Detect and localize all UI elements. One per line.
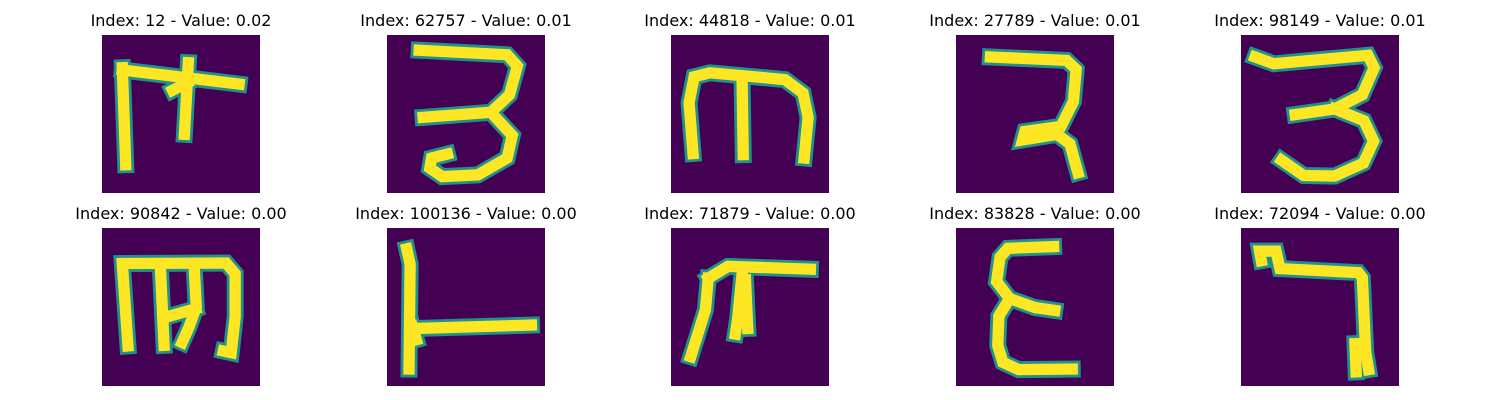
handwritten-glyph-4 (1244, 46, 1384, 185)
image-panel-9 (1241, 228, 1399, 386)
panel-title-2: Index: 44818 - Value: 0.01 (644, 11, 856, 30)
panel-title-8: Index: 83828 - Value: 0.00 (929, 204, 1141, 223)
image-panel-3 (956, 35, 1114, 193)
panel-title-3: Index: 27789 - Value: 0.01 (929, 11, 1141, 30)
handwritten-glyph-2 (680, 64, 817, 168)
image-panel-4 (1241, 35, 1399, 193)
panel-title-5: Index: 90842 - Value: 0.00 (75, 204, 287, 223)
handwritten-glyph-3 (981, 48, 1089, 184)
handwritten-glyph-7 (680, 257, 820, 368)
panel-title-4: Index: 98149 - Value: 0.01 (1214, 11, 1426, 30)
panel-title-9: Index: 72094 - Value: 0.00 (1214, 204, 1426, 223)
handwritten-glyph-9 (1249, 242, 1379, 381)
panel-title-7: Index: 71879 - Value: 0.00 (644, 204, 856, 223)
handwritten-glyph-1 (410, 41, 527, 186)
image-panel-7 (671, 228, 829, 386)
panel-title-6: Index: 100136 - Value: 0.00 (355, 204, 577, 223)
panel-title-1: Index: 62757 - Value: 0.01 (360, 11, 572, 30)
image-panel-2 (671, 35, 829, 193)
image-panel-8 (956, 228, 1114, 386)
panel-title-0: Index: 12 - Value: 0.02 (90, 11, 272, 30)
handwritten-glyph-5 (113, 254, 244, 363)
image-panel-5 (102, 228, 260, 386)
image-panel-0 (102, 35, 260, 193)
image-panel-6 (387, 228, 545, 386)
image-panel-1 (387, 35, 545, 193)
handwritten-glyph-8 (987, 237, 1081, 379)
handwritten-glyph-6 (396, 238, 541, 378)
handwritten-glyph-0 (112, 53, 249, 174)
